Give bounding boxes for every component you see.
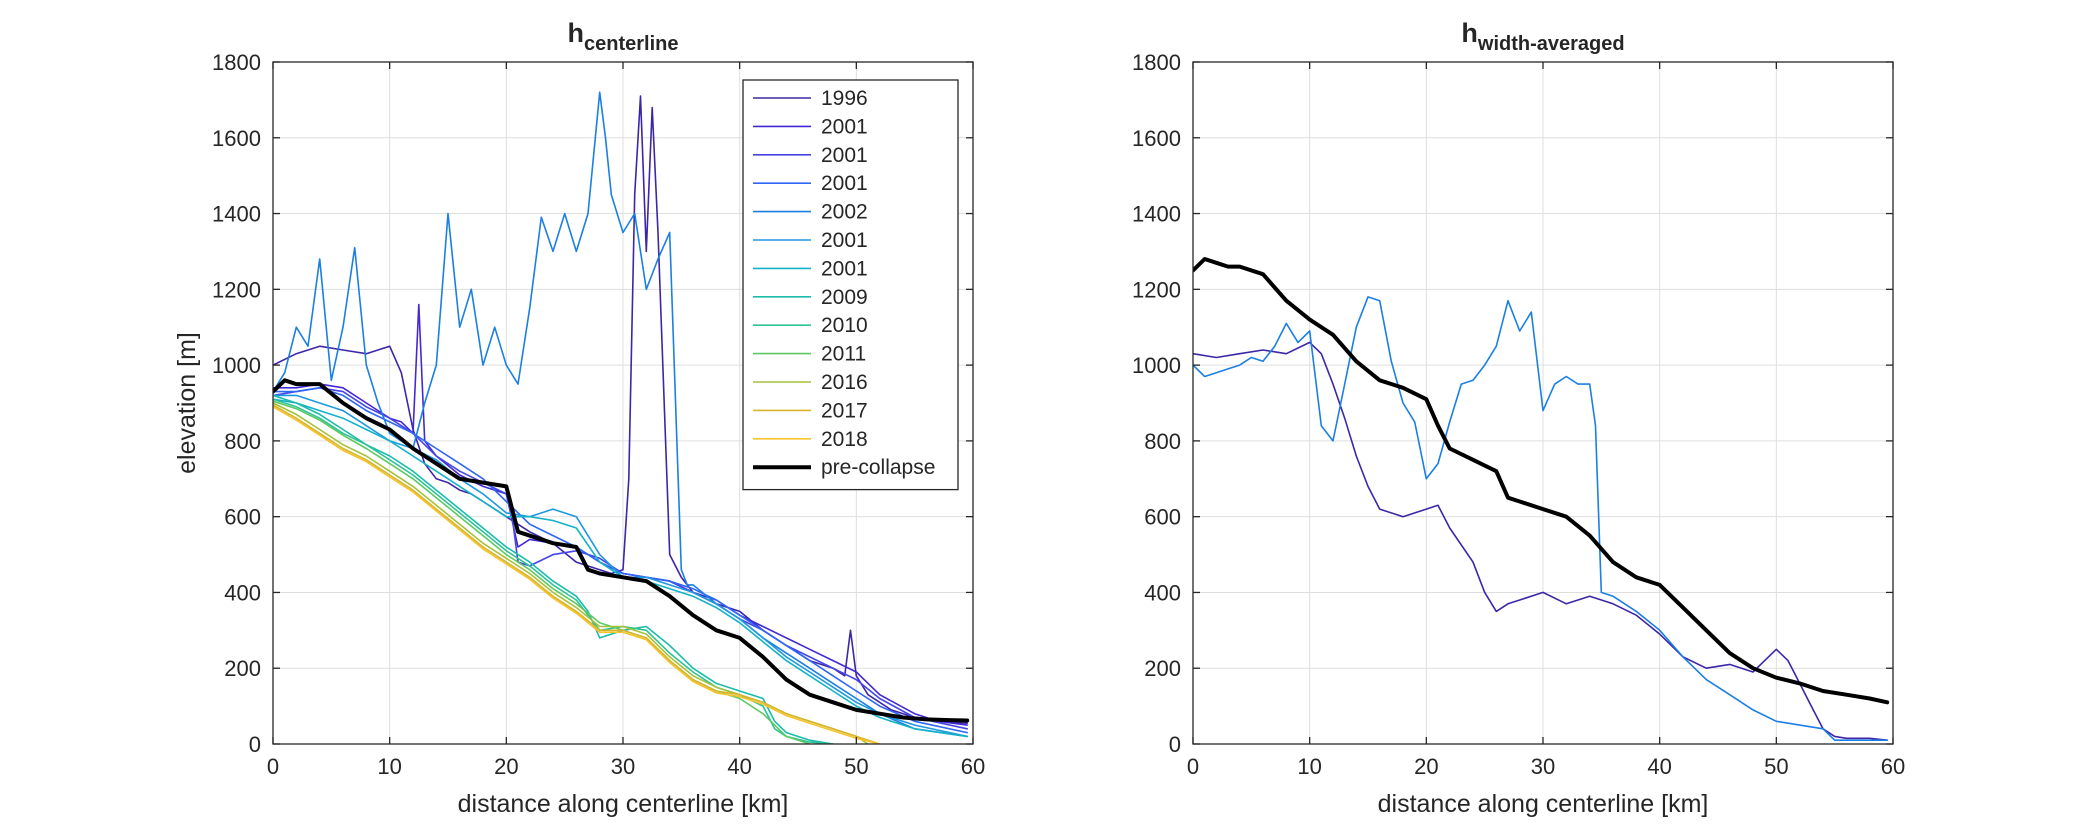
y-tick-label: 400 [224, 580, 261, 605]
series-line-2 [1193, 296, 1888, 742]
y-tick-label: 1600 [1132, 126, 1181, 151]
chart-panel-2: 0 10 20 30 40 50 60020040060080010001200140016… [1132, 18, 1905, 818]
x-tick-label: 50 [1764, 754, 1788, 779]
series-line-2010 [273, 398, 834, 744]
x-tick-label: 10 [1297, 754, 1321, 779]
legend-label: pre-collapse [821, 456, 935, 479]
legend-label: 2002 [821, 201, 868, 224]
y-tick-label: 1200 [212, 277, 261, 302]
legend-label: 2017 [821, 399, 868, 422]
series-line-2017 [273, 404, 881, 744]
y-tick-label: 800 [224, 429, 261, 454]
legend-label: 1996 [821, 87, 868, 110]
x-tick-label: 60 [1881, 754, 1905, 779]
legend-entry: 2002 [753, 201, 868, 224]
y-tick-label: 1400 [1132, 202, 1181, 227]
legend-entry: 2018 [753, 428, 868, 451]
y-tick-label: 1800 [1132, 50, 1181, 75]
x-tick-label: 20 [1414, 754, 1438, 779]
y-tick-label: 200 [1144, 656, 1181, 681]
series-line-2001 [273, 386, 969, 730]
series-line-2001 [273, 398, 969, 738]
x-tick-label: 40 [727, 754, 751, 779]
legend-label: 2001 [821, 257, 868, 280]
y-tick-label: 1200 [1132, 277, 1181, 302]
y-tick-label: 1600 [212, 126, 261, 151]
series-line-2001 [273, 394, 969, 738]
legend-label: 2001 [821, 172, 868, 195]
legend-entry: 2001 [753, 172, 868, 195]
y-tick-label: 1000 [1132, 353, 1181, 378]
chart-title-subscript: width-averaged [1477, 33, 1625, 55]
legend-box [742, 79, 959, 491]
legend-label: 2011 [821, 343, 866, 366]
legend-label: 2016 [821, 371, 868, 394]
legend-entry: 2017 [753, 399, 868, 422]
legend-label: 2010 [821, 314, 868, 337]
legend-entry: 2001 [753, 257, 868, 280]
y-tick-label: 1000 [212, 353, 261, 378]
x-tick-label: 20 [494, 754, 518, 779]
x-tick-label: 0 [267, 754, 279, 779]
series-line-1 [1193, 341, 1888, 742]
x-tick-label: 30 [1531, 754, 1555, 779]
legend-entry: 2001 [753, 229, 868, 252]
legend-label: 2001 [821, 229, 868, 252]
y-tick-label: 1400 [212, 202, 261, 227]
x-tick-label: 30 [611, 754, 635, 779]
chart-title-subscript: centerline [584, 33, 678, 55]
series-line-1996 [273, 95, 969, 725]
y-tick-label: 600 [224, 505, 261, 530]
series-line-3 [1193, 257, 1890, 705]
legend-label: 2001 [821, 115, 868, 138]
series-group [1193, 257, 1890, 742]
legend-entry: 2016 [753, 371, 868, 394]
legend-entry: 2011 [753, 343, 866, 366]
y-tick-label: 200 [224, 656, 261, 681]
legend-entry: 2009 [753, 286, 868, 309]
legend-label: 2001 [821, 144, 868, 167]
x-tick-label: 10 [377, 754, 401, 779]
legend: 1996 2001 2001 2001 2002 2001 2001 2009 2010 2011… [742, 79, 959, 491]
y-tick-label: 1800 [212, 50, 261, 75]
legend-entry: 2001 [753, 144, 868, 167]
chart-title: hwidth-averaged [1461, 18, 1624, 55]
y-tick-label: 600 [1144, 505, 1181, 530]
chart-title: hcenterline [568, 18, 679, 55]
legend-label: 2018 [821, 428, 868, 451]
y-tick-label: 400 [1144, 580, 1181, 605]
y-axis-label: elevation [m] [173, 332, 201, 474]
chart-panel-1: 0 10 20 30 40 50 60020040060080010001200140016… [173, 18, 985, 818]
chart-title-main: h [568, 18, 585, 48]
series-line-pre-collapse [273, 378, 970, 723]
series-line-2009 [273, 394, 834, 744]
legend-entry: pre-collapse [753, 456, 935, 479]
y-tick-label: 0 [249, 732, 261, 757]
legend-entry: 1996 [753, 87, 868, 110]
y-tick-label: 800 [1144, 429, 1181, 454]
legend-label: 2009 [821, 286, 868, 309]
x-axis-label: distance along centerline [km] [1378, 790, 1709, 818]
x-tick-label: 50 [844, 754, 868, 779]
chart-title-main: h [1461, 18, 1478, 48]
series-line-2018 [273, 405, 881, 744]
x-tick-label: 0 [1187, 754, 1199, 779]
x-tick-label: 60 [961, 754, 985, 779]
legend-entry: 2001 [753, 115, 868, 138]
series-group [273, 91, 970, 744]
x-tick-label: 40 [1647, 754, 1671, 779]
legend-entry: 2010 [753, 314, 868, 337]
x-axis-label: distance along centerline [km] [458, 790, 789, 818]
y-tick-label: 0 [1169, 732, 1181, 757]
